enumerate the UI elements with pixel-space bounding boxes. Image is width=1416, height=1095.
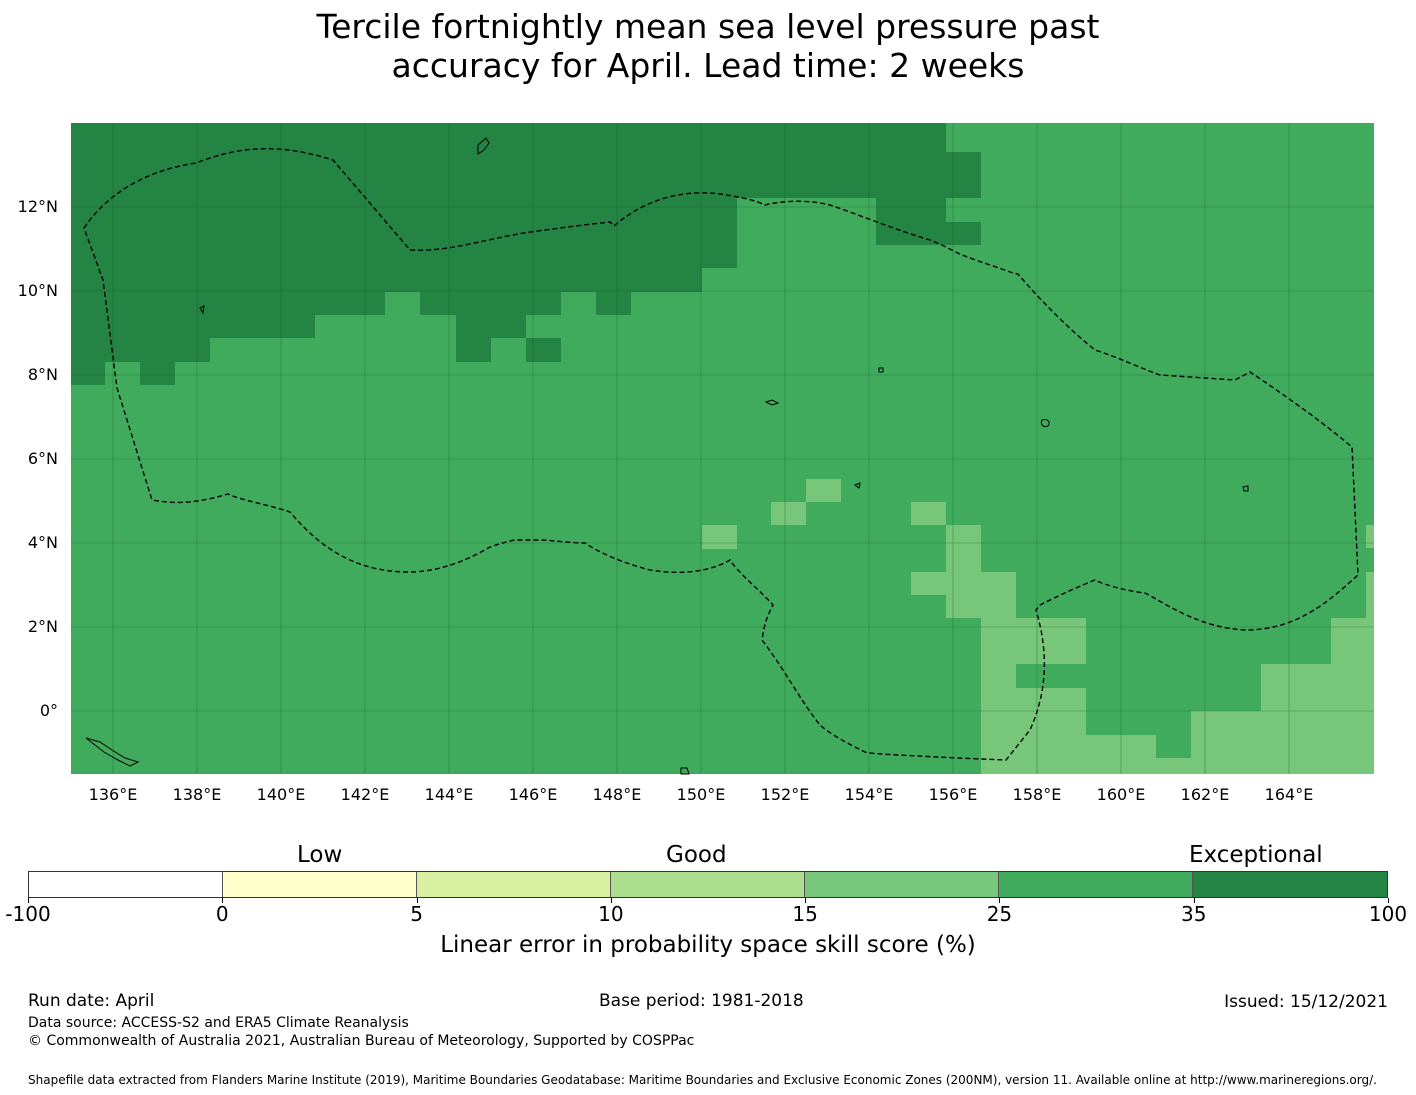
latitude-tick-label: 10°N <box>17 281 58 300</box>
exceptional-region <box>71 123 981 385</box>
colorbar-segment <box>611 872 805 897</box>
chart-title-line1: Tercile fortnightly mean sea level press… <box>316 7 1100 46</box>
colorbar-category-low: Low <box>297 842 343 868</box>
island-guam <box>477 137 490 155</box>
colorbar-tick-mark <box>222 898 224 903</box>
colorbar-tick-label: 5 <box>410 902 423 926</box>
longitude-tick-label: 146°E <box>508 785 558 804</box>
longitude-tick-label: 154°E <box>844 785 894 804</box>
good-cell <box>981 664 1016 774</box>
good-cell <box>911 572 946 595</box>
colorbar-tick-label: 15 <box>792 902 818 926</box>
colorbar-tick-mark <box>999 898 1001 903</box>
colorbar-tick-label: 100 <box>1368 902 1408 926</box>
colorbar-label: Linear error in probability space skill … <box>440 932 976 958</box>
colorbar-segment <box>417 872 611 897</box>
colorbar-tick-label: 0 <box>215 902 229 926</box>
exceptional-cells <box>71 123 981 385</box>
colorbar-category-exceptional: Exceptional <box>1189 842 1323 868</box>
island-pohnpei <box>1040 419 1050 427</box>
longitude-tick-label: 140°E <box>256 785 306 804</box>
base-period: Base period: 1981-2018 <box>599 991 804 1011</box>
longitude-tick-label: 160°E <box>1096 785 1146 804</box>
island-atoll-2 <box>853 482 861 489</box>
good-cells <box>702 479 1374 774</box>
longitude-tick-label: 142°E <box>340 785 390 804</box>
good-cell <box>771 502 806 525</box>
good-cell <box>1331 618 1374 664</box>
good-cell <box>1016 688 1086 774</box>
longitude-tick-label: 158°E <box>1012 785 1062 804</box>
good-cell <box>1366 525 1374 548</box>
longitude-tick-label: 164°E <box>1264 785 1314 804</box>
island-yap <box>199 305 205 315</box>
good-cell <box>806 479 841 502</box>
colorbar-segment <box>29 872 223 897</box>
skill-map <box>71 123 1374 775</box>
longitude-tick-label: 138°E <box>172 785 222 804</box>
good-cell <box>1261 664 1374 774</box>
longitude-tick-label: 152°E <box>760 785 810 804</box>
good-cell <box>1366 572 1374 618</box>
colorbar-segment <box>1193 872 1387 897</box>
chart-title-line2: accuracy for April. Lead time: 2 weeks <box>391 46 1025 85</box>
colorbar-tick-mark <box>805 898 807 903</box>
latitude-tick-label: 6°N <box>27 449 58 468</box>
colorbar-tick-mark <box>1193 898 1195 903</box>
shapefile-credit: Shapefile data extracted from Flanders M… <box>28 1073 1377 1087</box>
colorbar-segment <box>805 872 999 897</box>
island-manus <box>680 767 690 775</box>
latitude-tick-label: 0° <box>39 701 58 720</box>
run-date: Run date: April <box>28 991 155 1011</box>
good-cell <box>702 525 737 549</box>
colorbar <box>28 871 1388 898</box>
good-cell <box>981 572 1016 618</box>
good-cell <box>1191 711 1261 774</box>
copyright: © Commonwealth of Australia 2021, Austra… <box>28 1033 695 1049</box>
longitude-tick-label: 148°E <box>592 785 642 804</box>
colorbar-tick-mark <box>610 898 612 903</box>
latitude-tick-label: 2°N <box>27 617 58 636</box>
colorbar-tick-label: 35 <box>1180 902 1207 926</box>
good-cell <box>1156 758 1191 774</box>
colorbar-tick-label: 10 <box>598 902 624 926</box>
colorbar-tick-label: 25 <box>986 902 1013 926</box>
island-kosrae <box>1242 485 1249 492</box>
longitude-tick-label: 156°E <box>928 785 978 804</box>
good-cell <box>911 502 946 525</box>
eez-boundary-palau <box>83 147 1359 761</box>
island-chuuk <box>764 399 780 406</box>
eez-boundary-lines <box>83 147 1359 761</box>
colorbar-segment <box>999 872 1193 897</box>
island-new-guinea-north <box>85 737 140 767</box>
latitude-tick-label: 12°N <box>17 197 58 216</box>
colorbar-tick-mark <box>28 898 29 903</box>
coastlines <box>85 137 1249 775</box>
longitude-tick-label: 136°E <box>88 785 138 804</box>
longitude-tick-label: 150°E <box>676 785 726 804</box>
latitude-tick-label: 4°N <box>27 533 58 552</box>
good-cell <box>946 525 981 618</box>
longitude-tick-label: 144°E <box>424 785 474 804</box>
gridlines <box>71 123 1374 774</box>
colorbar-tick-mark <box>1388 898 1389 903</box>
colorbar-tick-label: -100 <box>5 902 51 926</box>
colorbar-segment <box>223 872 417 897</box>
issued-date: Issued: 15/12/2021 <box>1224 992 1388 1012</box>
latitude-tick-label: 8°N <box>27 365 58 384</box>
island-atoll-1 <box>878 367 884 373</box>
colorbar-tick-mark <box>416 898 418 903</box>
data-source: Data source: ACCESS-S2 and ERA5 Climate … <box>28 1015 409 1031</box>
colorbar-category-good: Good <box>666 842 727 868</box>
good-cell <box>1051 618 1086 642</box>
longitude-tick-label: 162°E <box>1180 785 1230 804</box>
